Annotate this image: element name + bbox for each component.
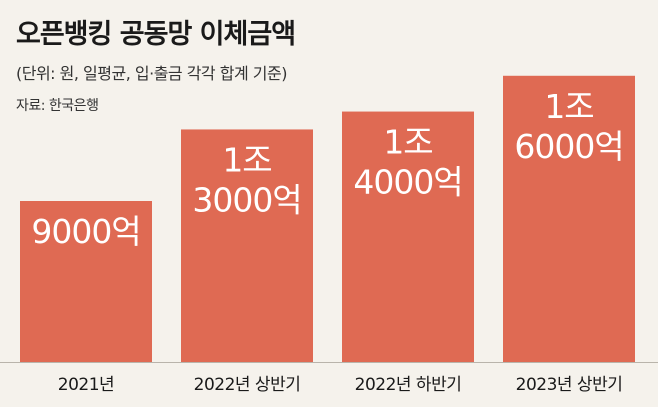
- chart-subtitle: (단위: 원, 일평균, 입·출금 각각 합계 기준): [16, 64, 287, 83]
- bar-3: [503, 75, 635, 363]
- bar-value-label-1-1: 3000억: [192, 180, 301, 219]
- chart-source: 자료: 한국은행: [16, 98, 99, 114]
- bar-2: [342, 111, 474, 362]
- x-tick-label-0: 2021년: [58, 375, 114, 395]
- bar-value-label-2-1: 4000억: [353, 163, 462, 202]
- x-tick-label-1: 2022년 상반기: [194, 375, 301, 395]
- x-tick-label-2: 2022년 하반기: [355, 375, 462, 395]
- bar-value-label-2-0: 1조: [383, 123, 432, 162]
- chart-title: 오픈뱅킹 공동망 이체금액: [16, 19, 296, 50]
- bar-value-label-0-0: 9000억: [31, 212, 140, 251]
- bar-value-label-3-0: 1조: [544, 87, 593, 126]
- x-tick-label-3: 2023년 상반기: [516, 375, 623, 395]
- bar-0: [20, 201, 152, 362]
- bar-1: [181, 129, 313, 362]
- bar-value-label-3-1: 6000억: [514, 127, 623, 166]
- bar-value-label-1-0: 1조: [222, 140, 271, 179]
